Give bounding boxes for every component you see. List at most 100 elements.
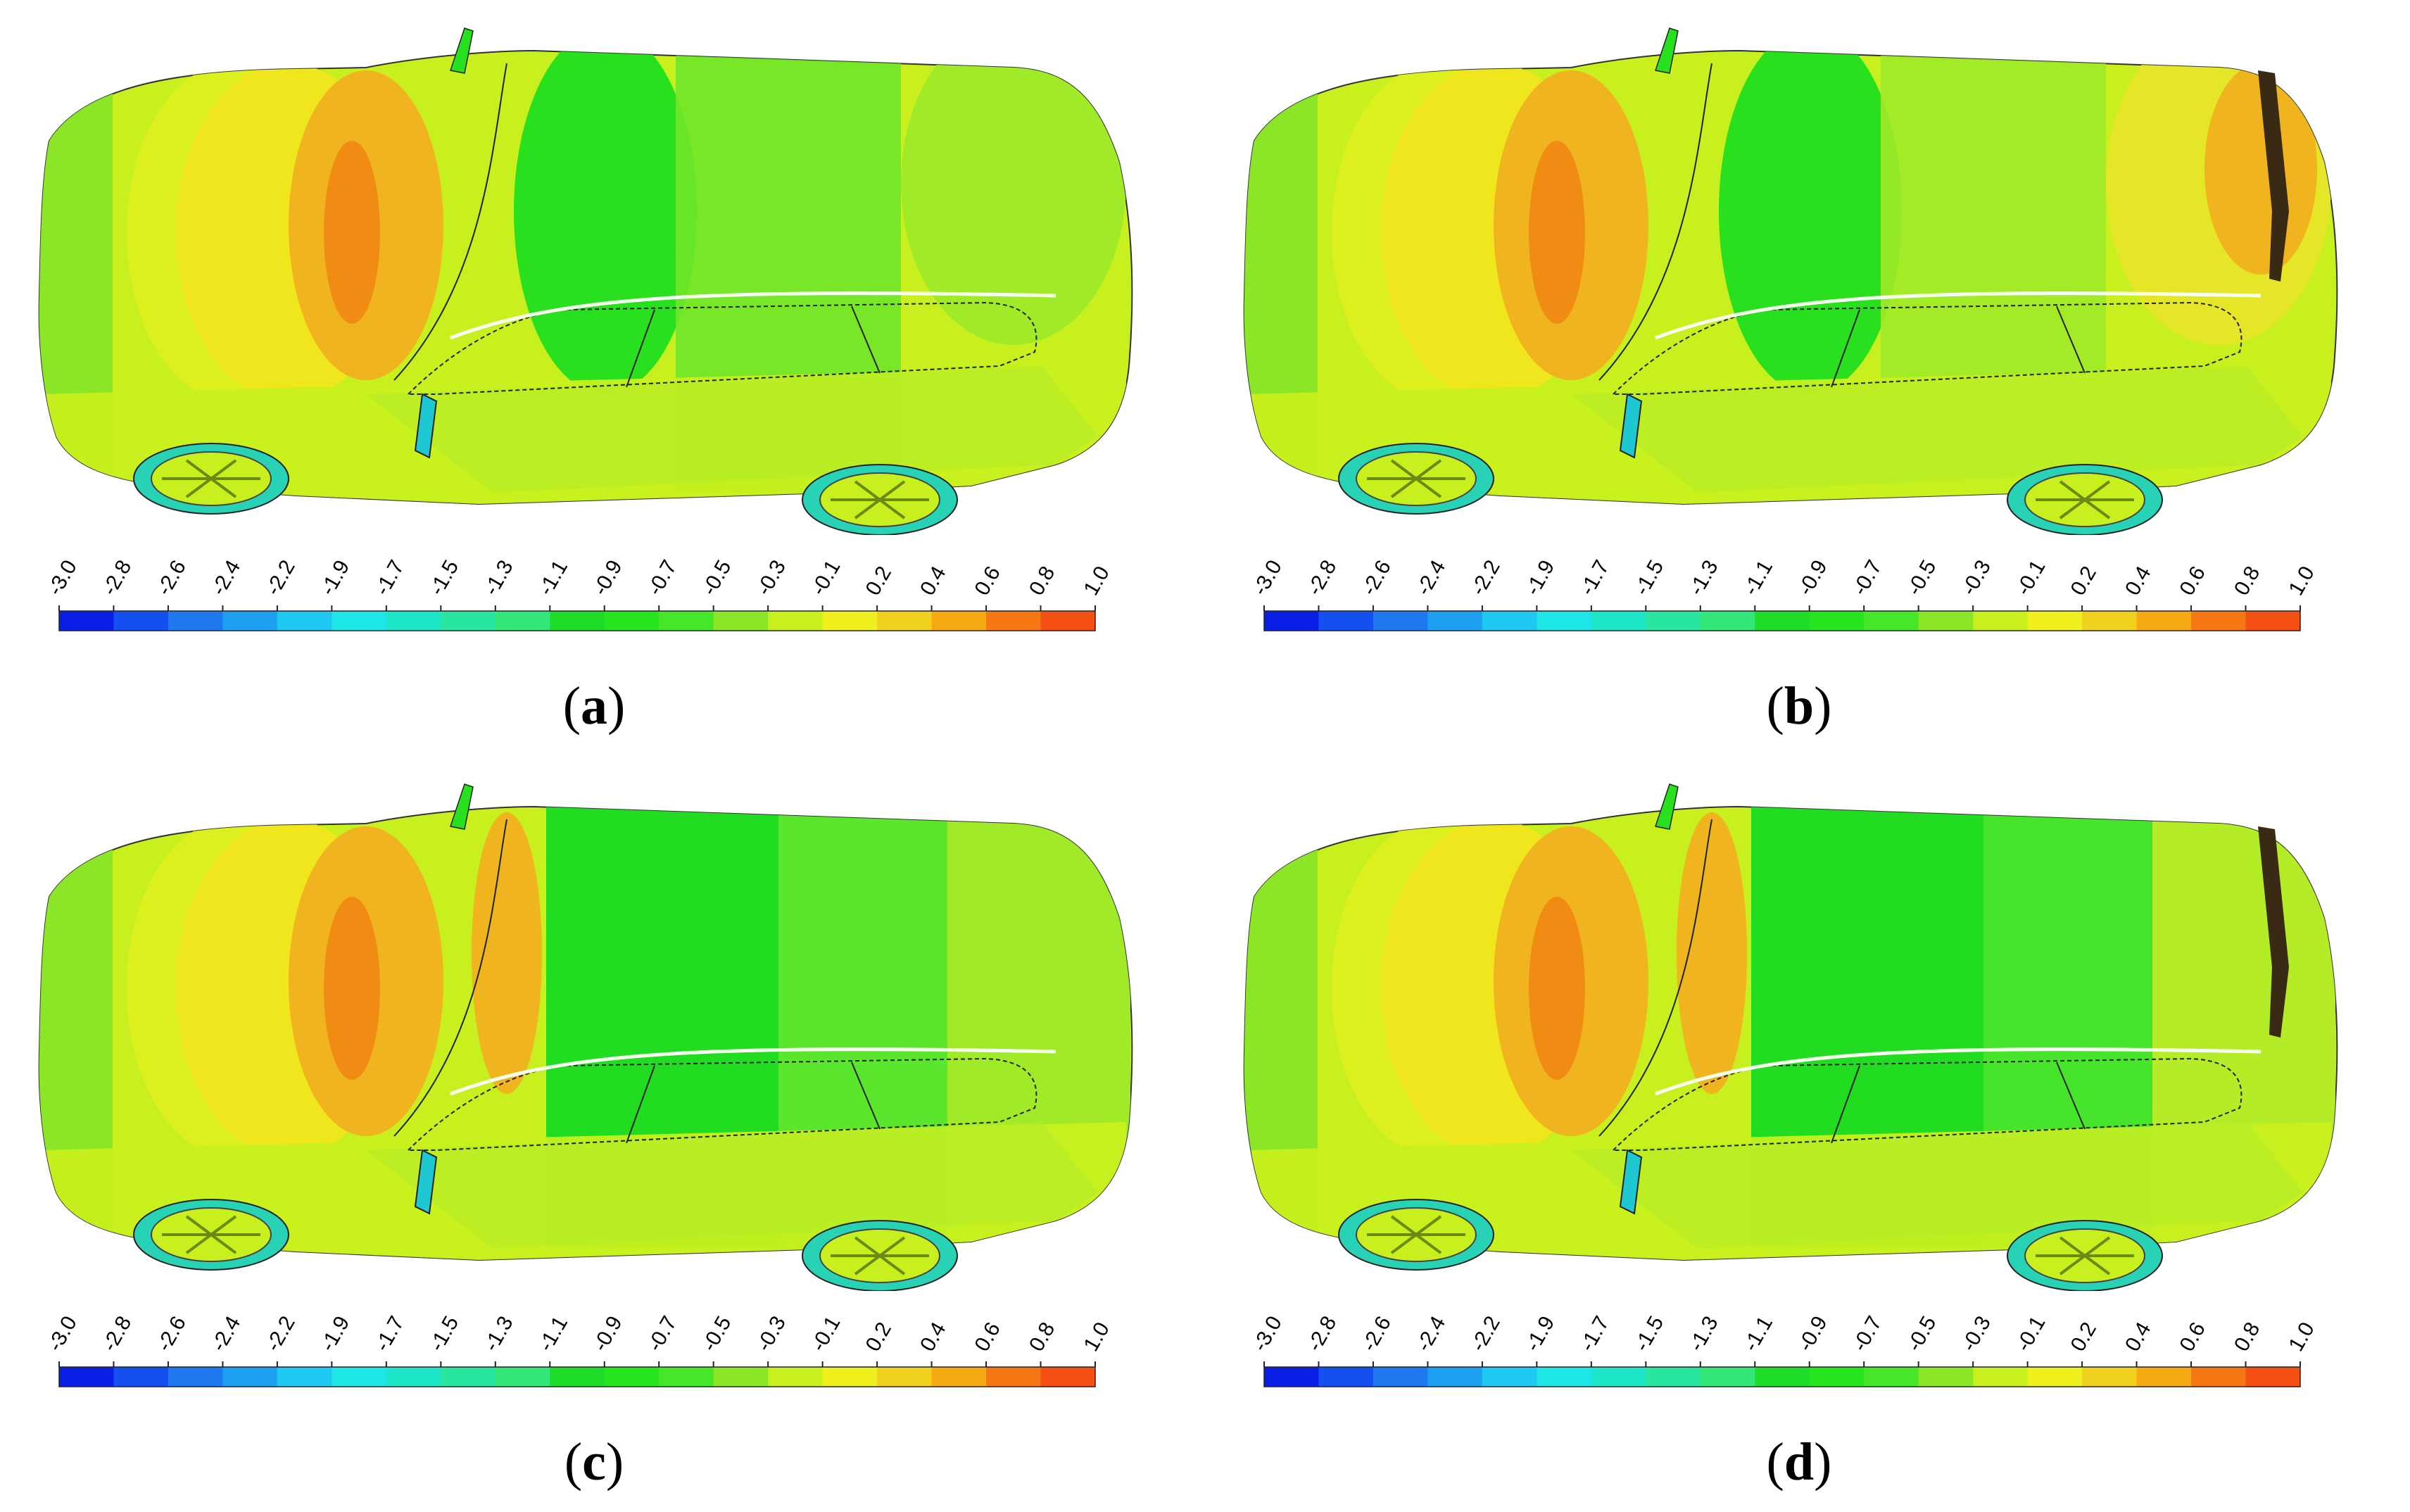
spoke-0-5-d — [1415, 1215, 1442, 1236]
colorbar-cell-13-b — [1973, 611, 2029, 631]
colorbar-cell-3-b — [1427, 611, 1483, 631]
colorbar-cell-11-d — [1864, 1367, 1919, 1387]
colorbar-cell-16-b — [2136, 611, 2192, 631]
spoke-0-2-b — [1390, 477, 1418, 498]
spoke-0-1-a — [210, 477, 237, 498]
spoke-0-1-b — [1415, 477, 1442, 498]
colorbar-tick-label-14-d: -0.1 — [2012, 1312, 2050, 1355]
colorbar-cell-8-a — [495, 611, 550, 631]
colorbar-tick-label-2-c: -2.6 — [152, 1312, 190, 1355]
roof-band-2-a — [901, 51, 1126, 345]
colorbar-tick-label-7-b: -1.5 — [1630, 556, 1668, 599]
colorbar-tick-label-0-b: -3.0 — [1248, 556, 1286, 599]
colorbar-cell-4-b — [1482, 611, 1537, 631]
colorbar-cell-14-a — [822, 611, 878, 631]
colorbar-tick-label-15-d: 0.2 — [2067, 1318, 2101, 1356]
side-shade-c — [366, 1122, 1098, 1249]
colorbar-cell-16-a — [931, 611, 987, 631]
panel-b: -3.0 -2.8 -2.6 -2.4 -2.2 -1.9 -1.7 -1.5 -1.3 -1.1… — [1205, 0, 2410, 756]
colorbar-cell-15-b — [2082, 611, 2138, 631]
spoke-1-4-a — [854, 480, 881, 501]
spoke-0-2-a — [185, 477, 213, 498]
colorbar-cell-7-c — [441, 1367, 496, 1387]
colorbar-cell-18-c — [1040, 1367, 1096, 1387]
colorbar-tick-label-9-b: -1.1 — [1739, 556, 1777, 599]
colorbar-tick-label-3-a: -2.4 — [207, 556, 245, 599]
colorbar-c: -3.0 -2.8 -2.6 -2.4 -2.2 -1.9 -1.7 -1.5 -1.3 -1.1… — [43, 1312, 1114, 1387]
colorbar-cell-9-a — [550, 611, 605, 631]
colorbar-tick-label-12-a: -0.5 — [698, 556, 736, 599]
colorbar-tick-label-15-c: 0.2 — [862, 1318, 896, 1356]
colorbar-tick-label-1-a: -2.8 — [98, 556, 136, 599]
a-pillar-d — [1598, 819, 1712, 1137]
colorbar-tick-label-19-a: 1.0 — [1079, 562, 1113, 600]
spoke-1-5-d — [2083, 1236, 2111, 1257]
colorbar-cell-12-c — [713, 1367, 769, 1387]
colorbar-cell-4-d — [1482, 1367, 1537, 1387]
colorbar-tick-label-8-d: -1.3 — [1684, 1312, 1722, 1355]
colorbar-tick-label-17-b: 0.6 — [2176, 562, 2210, 600]
colorbar-tick-label-8-b: -1.3 — [1684, 556, 1722, 599]
colorbar-cell-5-c — [332, 1367, 387, 1387]
colorbar-tick-label-11-b: -0.7 — [1848, 556, 1886, 599]
colorbar-cell-17-d — [2191, 1367, 2247, 1387]
colorbar-tick-label-9-d: -1.1 — [1739, 1312, 1777, 1355]
colorbar-tick-label-10-b: -0.9 — [1793, 556, 1831, 599]
spoke-0-1-d — [1415, 1233, 1442, 1254]
colorbar-cell-11-c — [659, 1367, 714, 1387]
colorbar-cell-18-d — [2245, 1367, 2301, 1387]
colorbar-tick-label-11-d: -0.7 — [1848, 1312, 1886, 1355]
window-pillar-2-a — [851, 305, 881, 374]
colorbar-tick-label-18-c: 0.8 — [1025, 1318, 1059, 1356]
colorbar-cell-8-c — [495, 1367, 550, 1387]
colorbar-cell-3-d — [1427, 1367, 1483, 1387]
window-pillar-2-c — [851, 1061, 881, 1130]
window-pillar-1-c — [626, 1065, 655, 1144]
colorbar-cell-14-b — [2027, 611, 2083, 631]
colorbar-cell-1-b — [1318, 611, 1374, 631]
colorbar-tick-label-17-c: 0.6 — [971, 1318, 1005, 1356]
colorbar-tick-label-11-a: -0.7 — [643, 556, 681, 599]
colorbar-tick-label-10-a: -0.9 — [588, 556, 626, 599]
colorbar-tick-label-4-c: -2.2 — [261, 1312, 299, 1355]
mirror-c — [414, 1149, 438, 1215]
colorbar-tick-label-3-d: -2.4 — [1412, 1312, 1450, 1355]
window-pillar-2-b — [2056, 305, 2086, 374]
spoke-1-1-a — [878, 498, 906, 519]
spoke-1-5-a — [878, 480, 906, 501]
colorbar-cell-10-d — [1809, 1367, 1865, 1387]
colorbar-tick-label-13-a: -0.3 — [752, 556, 790, 599]
colorbar-cell-0-d — [1264, 1367, 1319, 1387]
colorbar-tick-label-6-d: -1.7 — [1575, 1312, 1613, 1355]
side-shade-b — [1571, 366, 2303, 493]
colorbar-cell-1-c — [113, 1367, 169, 1387]
colorbar-b: -3.0 -2.8 -2.6 -2.4 -2.2 -1.9 -1.7 -1.5 -1.3 -1.1… — [1248, 556, 2319, 631]
colorbar-tick-label-8-a: -1.3 — [479, 556, 517, 599]
windshield-hot-d — [1529, 897, 1585, 1080]
antenna-b — [1655, 27, 1679, 74]
colorbar-tick-label-2-b: -2.6 — [1357, 556, 1395, 599]
colorbar-tick-label-4-b: -2.2 — [1466, 556, 1504, 599]
colorbar-cell-0-c — [59, 1367, 114, 1387]
colorbar-tick-label-17-a: 0.6 — [971, 562, 1005, 600]
colorbar-cell-17-b — [2191, 611, 2247, 631]
rear-spoiler-b — [2258, 70, 2289, 282]
colorbar-tick-label-8-c: -1.3 — [479, 1312, 517, 1355]
colorbar-tick-label-9-a: -1.1 — [534, 556, 572, 599]
spoke-1-5-b — [2083, 480, 2111, 501]
colorbar-cell-16-d — [2136, 1367, 2192, 1387]
colorbar-tick-label-14-b: -0.1 — [2012, 556, 2050, 599]
spoke-0-4-a — [185, 459, 213, 480]
window-pillar-1-a — [626, 309, 655, 388]
spoke-1-1-b — [2083, 498, 2111, 519]
spoke-0-5-c — [210, 1215, 237, 1236]
windshield-hot-a — [324, 141, 380, 324]
colorbar-cell-5-a — [332, 611, 387, 631]
mirror-a — [414, 393, 438, 459]
colorbar-tick-label-19-d: 1.0 — [2284, 1318, 2318, 1356]
panel-d: -3.0 -2.8 -2.6 -2.4 -2.2 -1.9 -1.7 -1.5 -1.3 -1.1… — [1205, 756, 2410, 1512]
spoke-1-4-d — [2059, 1236, 2086, 1257]
colorbar-tick-label-16-d: 0.4 — [2121, 1318, 2155, 1356]
spoke-0-2-c — [185, 1233, 213, 1254]
colorbar-tick-label-7-c: -1.5 — [425, 1312, 463, 1355]
